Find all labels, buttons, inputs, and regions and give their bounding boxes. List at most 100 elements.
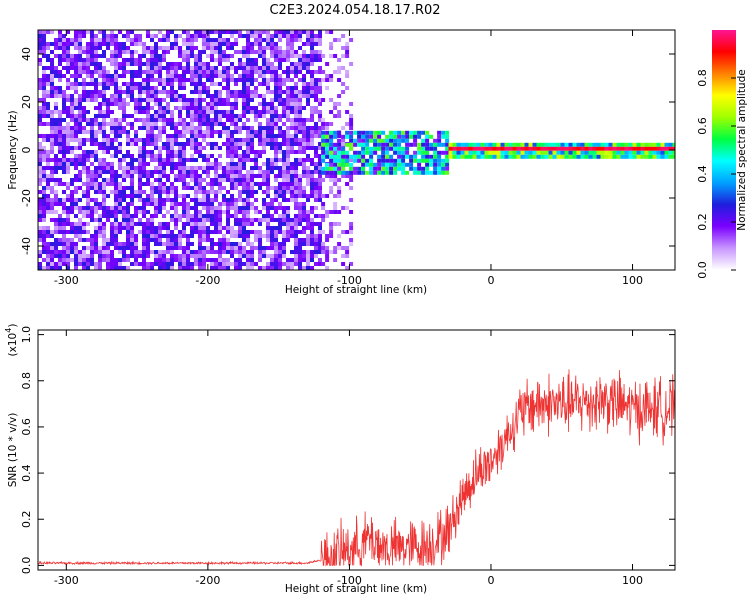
spectrogram-cell	[349, 38, 354, 42]
spectrogram-cell	[310, 250, 314, 254]
spectrogram-cell	[78, 82, 82, 86]
spectrogram-cell	[138, 194, 142, 198]
spectrogram-cell	[294, 198, 298, 202]
spectrogram-cell	[468, 150, 473, 155]
spectrogram-cell	[178, 214, 182, 218]
spectrogram-cell	[596, 150, 601, 155]
spectrogram-cell	[82, 50, 86, 54]
spectrogram-cell	[182, 262, 186, 266]
spectrogram-cell	[421, 142, 426, 147]
spectrogram-cell	[210, 118, 214, 122]
spectrogram-cell	[341, 66, 346, 70]
spectrogram-cell	[198, 182, 202, 186]
spectrogram-cell	[218, 178, 222, 182]
spectrogram-cell	[278, 66, 282, 70]
spectrogram-cell	[194, 74, 198, 78]
spectrogram-cell	[130, 222, 134, 226]
spectrogram-cell	[94, 106, 98, 110]
spectrogram-cell	[90, 78, 94, 82]
spectrogram-cell	[70, 178, 74, 182]
spectrogram-cell	[74, 70, 78, 74]
spectrogram-cell	[154, 134, 158, 138]
spectrogram-cell	[54, 122, 58, 126]
spectrogram-cell	[389, 154, 394, 159]
spectrogram-cell	[94, 122, 98, 126]
spectrogram-cell	[405, 134, 410, 139]
spectrogram-cell	[349, 162, 354, 167]
spectrogram-cell	[648, 150, 653, 155]
spectrogram-cell	[102, 74, 106, 78]
spectrogram-cell	[134, 102, 138, 106]
spectrogram-cell	[266, 254, 270, 258]
spectrogram-cell	[94, 262, 98, 266]
spectrogram-cell	[337, 66, 342, 70]
spectrogram-cell	[218, 74, 222, 78]
spectrogram-cell	[202, 82, 206, 86]
spectrogram-cell	[254, 234, 258, 238]
spectrogram-cell	[318, 154, 322, 158]
spectrogram-cell	[349, 186, 354, 190]
spectrogram-cell	[46, 42, 50, 46]
spectrogram-cell	[78, 250, 82, 254]
spectrogram-cell	[58, 46, 62, 50]
spectrogram-cell	[66, 246, 70, 250]
spectrogram-cell	[608, 150, 613, 155]
spectrogram-cell	[62, 66, 66, 70]
spectrogram-cell	[126, 258, 130, 262]
spectrogram-cell	[480, 142, 485, 147]
spectrogram-cell	[290, 186, 294, 190]
spectrogram-cell	[98, 106, 102, 110]
spectrogram-cell	[254, 150, 258, 154]
spectrogram-cell	[74, 38, 78, 42]
spectrogram-cell	[90, 258, 94, 262]
spectrogram-cell	[138, 70, 142, 74]
spectrogram-cell	[106, 138, 110, 142]
spectrogram-cell	[437, 138, 442, 143]
spectrogram-cell	[337, 58, 342, 62]
spectrogram-cell	[146, 90, 150, 94]
spectrogram-cell	[110, 230, 114, 234]
spectrogram-cell	[190, 230, 194, 234]
spectrogram-cell	[433, 158, 438, 163]
spectrogram-cell	[270, 34, 274, 38]
spectrogram-cell	[218, 202, 222, 206]
spectrogram-cell	[154, 114, 158, 118]
spectrogram-cell	[66, 210, 70, 214]
spectrogram-cell	[94, 170, 98, 174]
spectrogram-cell	[182, 130, 186, 134]
spectrogram-cell	[134, 82, 138, 86]
spectrogram-cell	[445, 138, 450, 143]
spectrogram-cell	[174, 94, 178, 98]
spectrogram-cell	[270, 186, 274, 190]
spectrogram-cell	[166, 138, 170, 142]
spectrogram-cell	[310, 226, 314, 230]
spectrogram-cell	[90, 122, 94, 126]
spectrogram-cell	[349, 114, 354, 118]
spectrogram-cell	[38, 174, 42, 178]
spectrogram-cell	[302, 106, 306, 110]
spectrogram-cell	[114, 102, 118, 106]
spectrogram-cell	[628, 142, 633, 147]
spectrogram-cell	[38, 158, 42, 162]
spectrogram-cell	[70, 246, 74, 250]
spectrogram-cell	[190, 66, 194, 70]
spectrogram-cell	[337, 78, 342, 82]
spectrogram-cell	[198, 210, 202, 214]
spectrogram-cell	[230, 62, 234, 66]
spectrogram-cell	[114, 78, 118, 82]
spectrogram-cell	[337, 114, 342, 118]
spectrogram-cell	[266, 202, 270, 206]
spectrogram-cell	[130, 126, 134, 130]
spectrogram-cell	[254, 62, 258, 66]
spectrogram-cell	[282, 34, 286, 38]
spectrogram-cell	[425, 150, 430, 155]
spectrogram-cell	[230, 194, 234, 198]
spectrogram-cell	[262, 78, 266, 82]
spectrogram-cell	[90, 46, 94, 50]
spectrogram-cell	[262, 98, 266, 102]
spectrogram-cell	[126, 102, 130, 106]
spectrogram-cell	[349, 62, 354, 66]
spectrogram-cell	[182, 150, 186, 154]
spectrogram-cell	[325, 266, 330, 270]
spectrogram-cell	[226, 94, 230, 98]
